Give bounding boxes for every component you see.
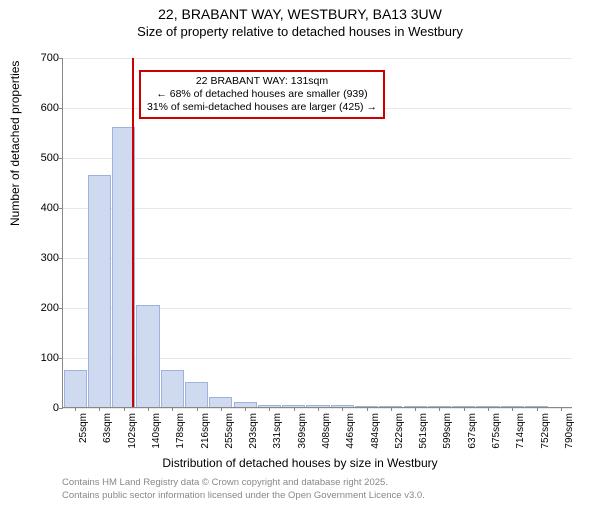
x-tick-label: 790sqm <box>564 413 575 449</box>
chart-title: 22, BRABANT WAY, WESTBURY, BA13 3UW <box>0 6 600 22</box>
histogram-bar <box>379 406 402 407</box>
y-tick-label: 300 <box>33 252 63 264</box>
x-tick-mark <box>318 407 319 411</box>
x-tick-label: 63sqm <box>102 413 113 443</box>
chart-container: 22, BRABANT WAY, WESTBURY, BA13 3UW Size… <box>0 6 600 506</box>
annotation-line-1: 22 BRABANT WAY: 131sqm <box>147 75 377 88</box>
x-tick-mark <box>512 407 513 411</box>
histogram-bar <box>282 405 305 408</box>
y-tick-label: 600 <box>33 102 63 114</box>
x-tick-mark <box>99 407 100 411</box>
histogram-bar <box>452 406 475 407</box>
y-tick-label: 700 <box>33 52 63 64</box>
histogram-bar <box>476 406 499 407</box>
footer-line-2: Contains public sector information licen… <box>62 490 425 502</box>
x-tick-mark <box>439 407 440 411</box>
histogram-bar <box>355 406 378 407</box>
annotation-line-2: ← 68% of detached houses are smaller (93… <box>147 88 377 101</box>
plot-area: 010020030040050060070025sqm63sqm102sqm14… <box>62 58 572 408</box>
histogram-bar <box>185 382 208 407</box>
histogram-bar <box>161 370 184 408</box>
x-tick-label: 446sqm <box>345 413 356 449</box>
x-tick-label: 599sqm <box>442 413 453 449</box>
x-tick-mark <box>148 407 149 411</box>
x-tick-mark <box>342 407 343 411</box>
x-tick-mark <box>124 407 125 411</box>
histogram-bar <box>136 305 159 408</box>
histogram-bar <box>306 405 329 408</box>
x-tick-label: 637sqm <box>467 413 478 449</box>
x-tick-label: 102sqm <box>127 413 138 449</box>
x-tick-mark <box>537 407 538 411</box>
x-tick-label: 484sqm <box>370 413 381 449</box>
x-tick-label: 255sqm <box>224 413 235 449</box>
x-tick-label: 293sqm <box>248 413 259 449</box>
histogram-bar <box>258 405 281 408</box>
x-tick-mark <box>367 407 368 411</box>
x-tick-mark <box>415 407 416 411</box>
x-tick-mark <box>269 407 270 411</box>
histogram-bar <box>525 406 548 407</box>
x-tick-label: 178sqm <box>175 413 186 449</box>
x-tick-mark <box>172 407 173 411</box>
x-tick-mark <box>464 407 465 411</box>
x-tick-mark <box>245 407 246 411</box>
x-tick-label: 561sqm <box>418 413 429 449</box>
y-tick-label: 200 <box>33 302 63 314</box>
x-tick-mark <box>75 407 76 411</box>
x-tick-mark <box>488 407 489 411</box>
footer-line-1: Contains HM Land Registry data © Crown c… <box>62 477 425 489</box>
chart-subtitle: Size of property relative to detached ho… <box>0 24 600 39</box>
y-tick-label: 400 <box>33 202 63 214</box>
histogram-bar <box>428 406 451 407</box>
y-axis-label: Number of detached properties <box>8 61 22 226</box>
annotation-callout: 22 BRABANT WAY: 131sqm ← 68% of detached… <box>139 70 385 119</box>
histogram-bar <box>501 406 524 407</box>
y-gridline <box>63 158 572 159</box>
histogram-bar <box>234 402 257 407</box>
property-marker-line <box>132 58 134 407</box>
x-tick-mark <box>294 407 295 411</box>
x-tick-label: 331sqm <box>272 413 283 449</box>
x-tick-mark <box>391 407 392 411</box>
x-tick-label: 216sqm <box>200 413 211 449</box>
x-tick-mark <box>561 407 562 411</box>
histogram-bar <box>88 175 111 408</box>
x-tick-label: 675sqm <box>491 413 502 449</box>
footer-attribution: Contains HM Land Registry data © Crown c… <box>62 477 425 502</box>
y-tick-label: 0 <box>33 402 63 414</box>
histogram-bar <box>209 397 232 407</box>
x-tick-label: 140sqm <box>151 413 162 449</box>
y-tick-label: 500 <box>33 152 63 164</box>
x-tick-label: 752sqm <box>540 413 551 449</box>
histogram-bar <box>64 370 87 408</box>
histogram-bar <box>331 405 354 408</box>
y-gridline <box>63 208 572 209</box>
x-axis-label: Distribution of detached houses by size … <box>0 456 600 470</box>
x-tick-mark <box>221 407 222 411</box>
x-tick-label: 522sqm <box>394 413 405 449</box>
y-tick-label: 100 <box>33 352 63 364</box>
x-tick-label: 25sqm <box>78 413 89 443</box>
x-tick-label: 369sqm <box>297 413 308 449</box>
x-tick-label: 714sqm <box>515 413 526 449</box>
x-tick-mark <box>197 407 198 411</box>
annotation-line-3: 31% of semi-detached houses are larger (… <box>147 101 377 114</box>
histogram-bar <box>404 406 427 407</box>
y-gridline <box>63 58 572 59</box>
y-gridline <box>63 258 572 259</box>
x-tick-label: 408sqm <box>321 413 332 449</box>
